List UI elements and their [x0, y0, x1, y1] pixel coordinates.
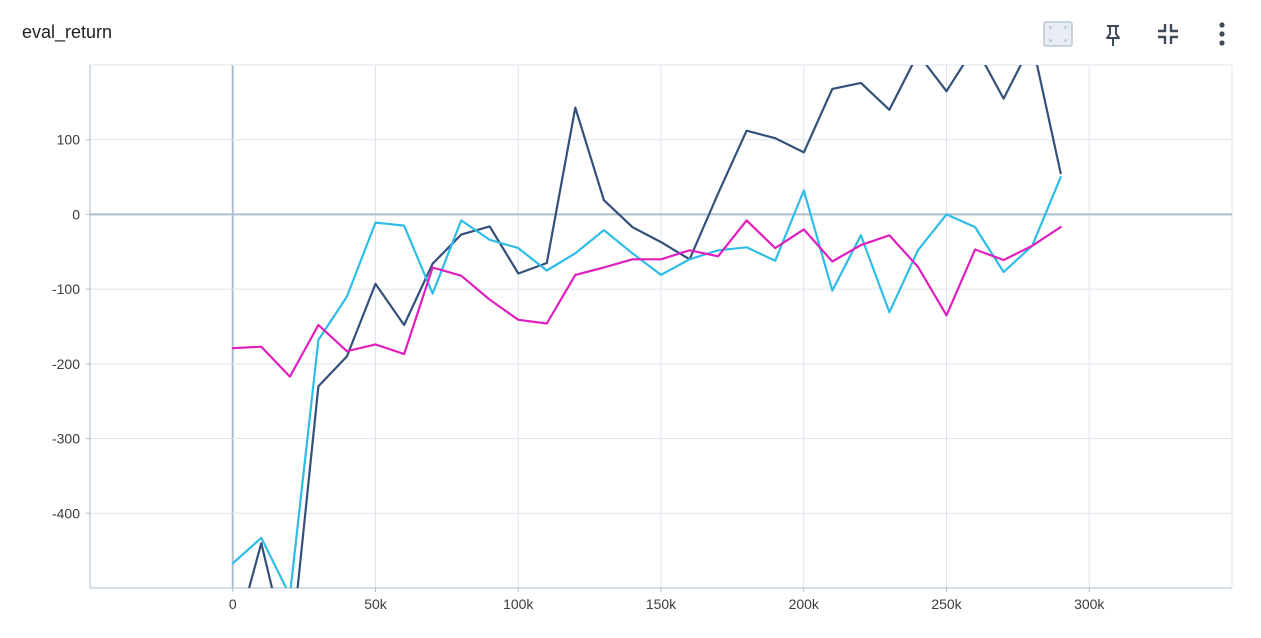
pin-icon [1106, 25, 1120, 46]
x-tick-label: 250k [931, 596, 962, 612]
pin-button[interactable] [1095, 16, 1131, 52]
chart-title: eval_return [22, 22, 113, 42]
x-tick-label: 0 [229, 596, 237, 612]
x-tick-label: 300k [1074, 596, 1105, 612]
y-tick-label: -400 [52, 505, 80, 521]
fit-to-data-icon [1043, 21, 1073, 47]
series-line-3 [231, 219, 1062, 378]
y-tick-label: 0 [72, 206, 80, 222]
series-group [231, 65, 1062, 588]
x-tick-label: 100k [503, 596, 534, 612]
x-tick-label: 50k [364, 596, 388, 612]
fit-domain-button[interactable] [1040, 16, 1076, 52]
more-vert-icon [1219, 22, 1225, 46]
fullscreen-exit-icon [1158, 24, 1178, 44]
chart-card-header: eval_return [0, 0, 1261, 64]
y-tick-label: -100 [52, 281, 80, 297]
series-line-1 [247, 65, 1062, 588]
y-tick-label: -200 [52, 356, 80, 372]
y-tick-label: -300 [52, 431, 80, 447]
x-tick-label: 200k [789, 596, 820, 612]
x-tick-label: 150k [646, 596, 677, 612]
series-line-2 [231, 176, 1062, 588]
collapse-button[interactable] [1150, 16, 1186, 52]
more-options-button[interactable] [1204, 16, 1240, 52]
y-tick-label: 100 [57, 132, 81, 148]
